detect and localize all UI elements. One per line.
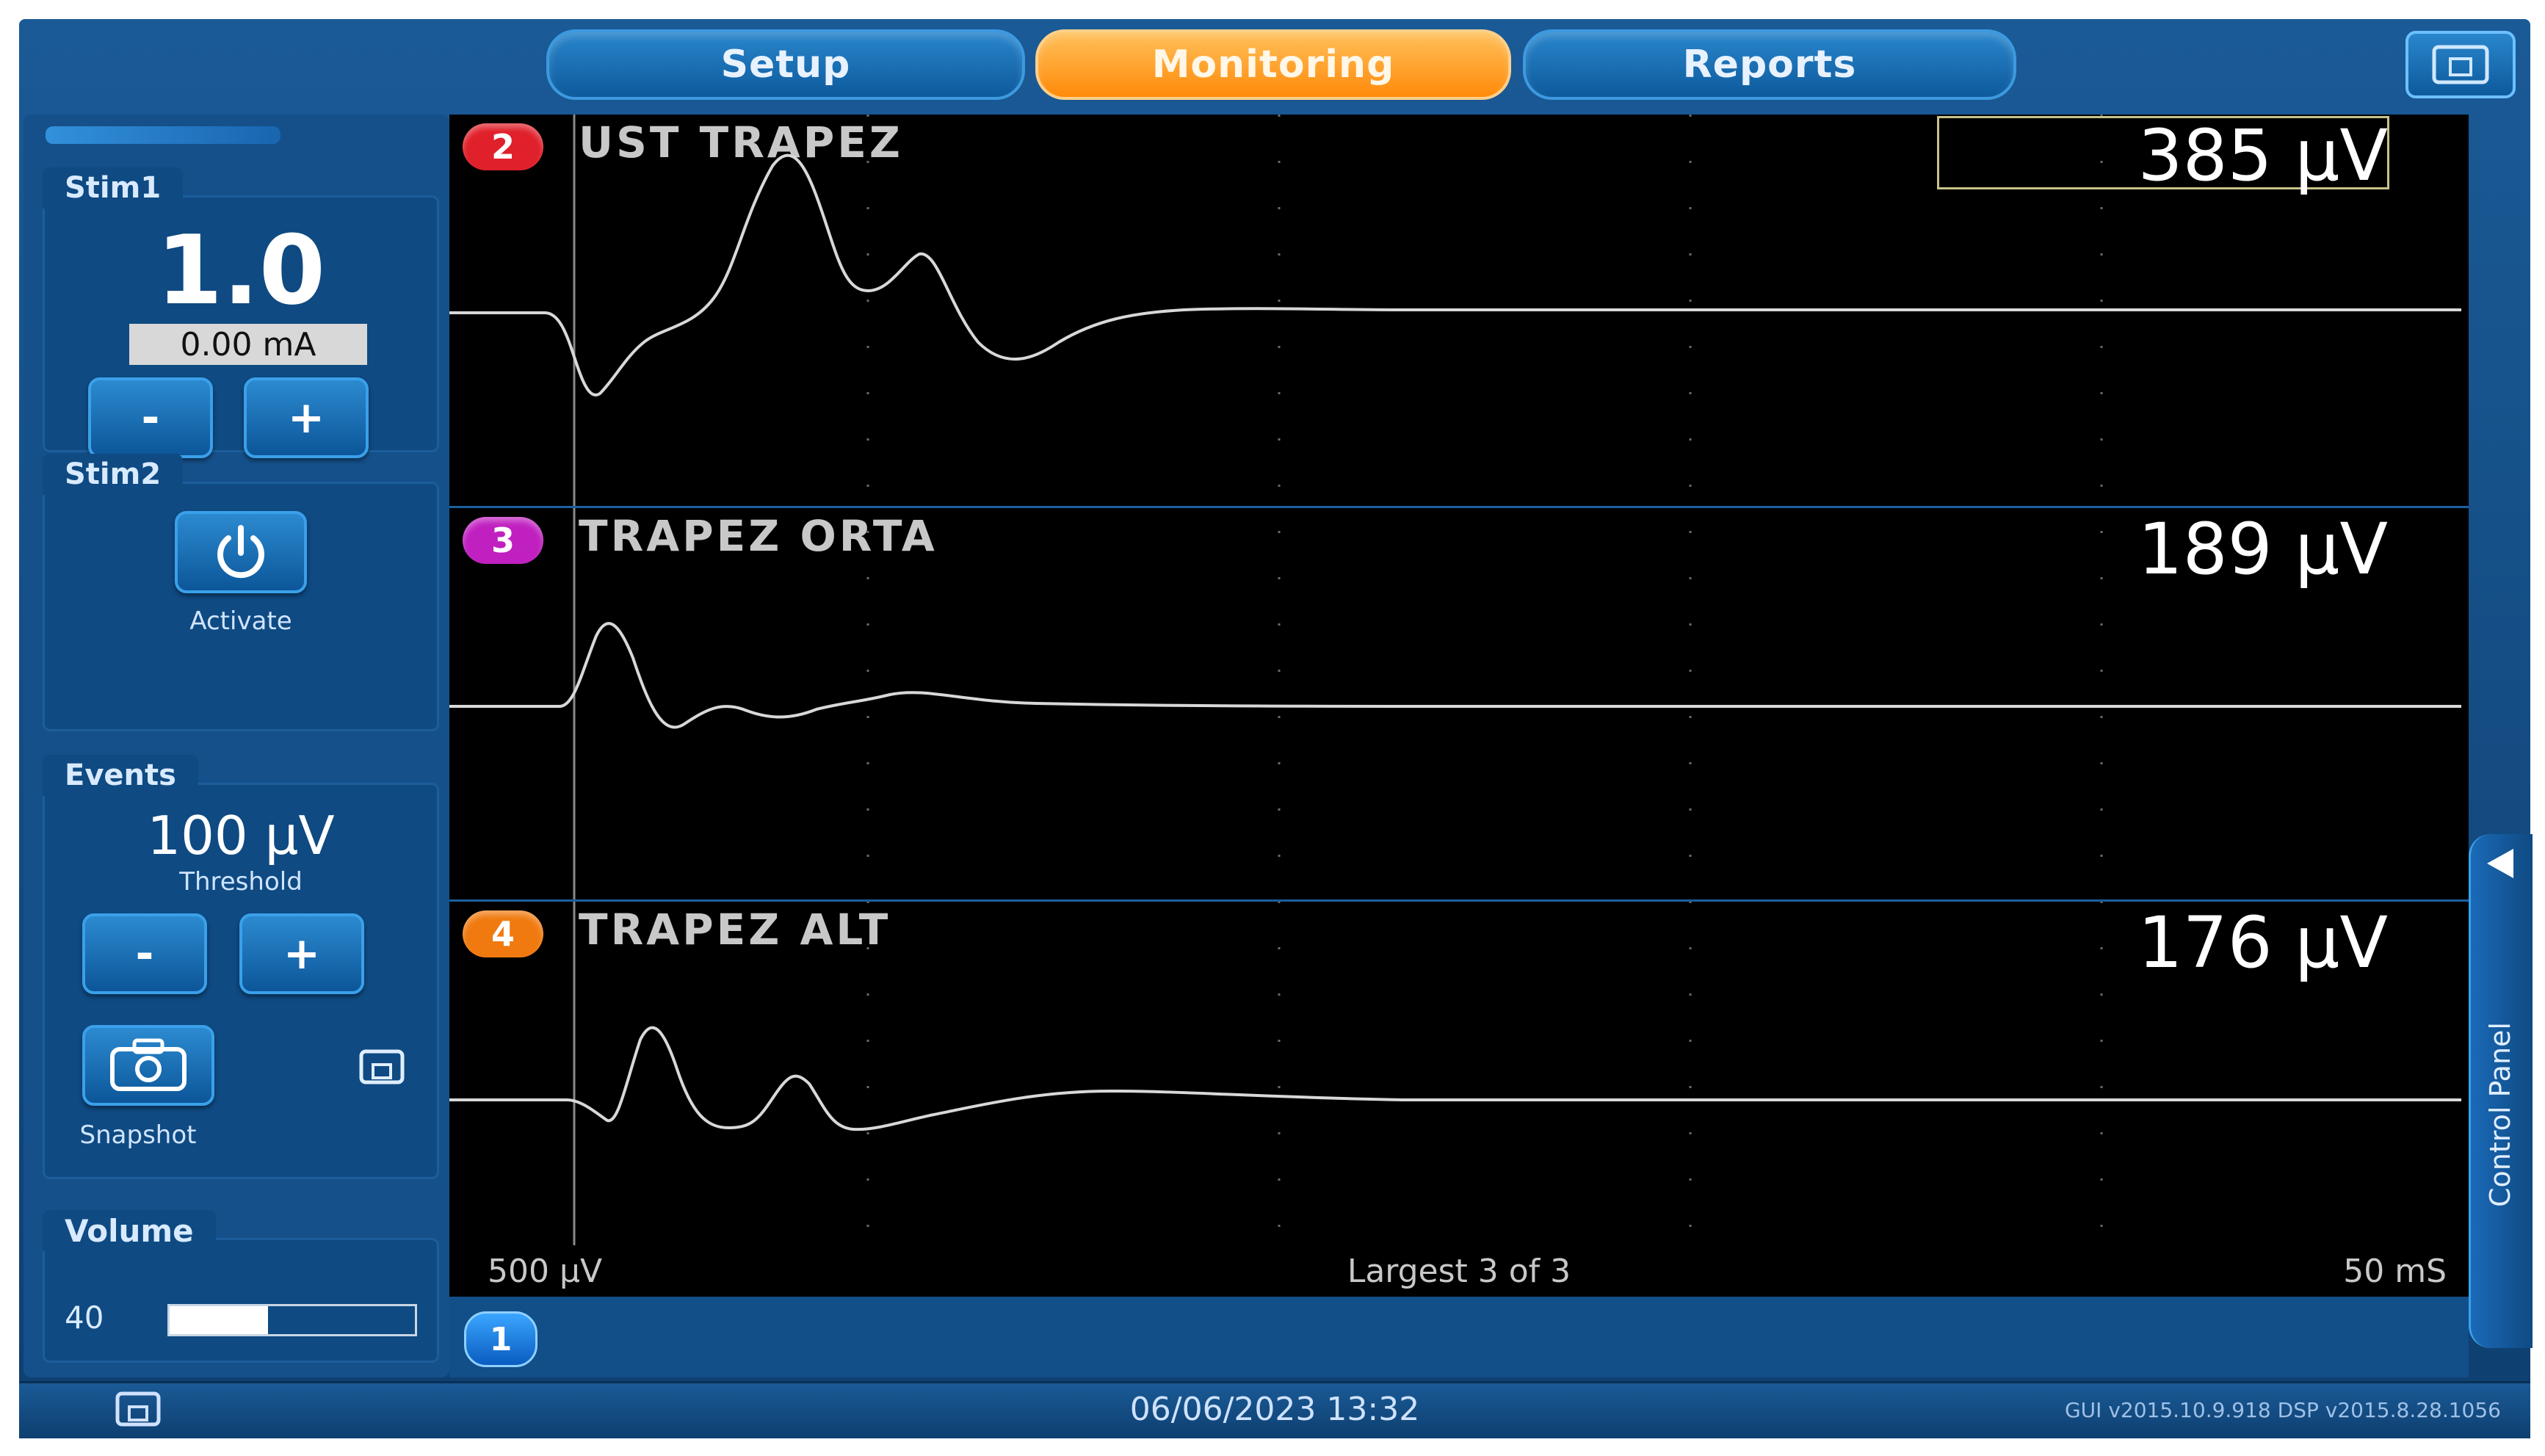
status-bar: 06/06/2023 13:32 GUI v2015.10.9.918 DSP … [19,1381,2530,1438]
volume-title: Volume [43,1210,216,1251]
activate-label: Activate [189,606,292,636]
tab-monitoring[interactable]: Monitoring [1035,29,1511,100]
channel-badge[interactable]: 2 [463,123,543,170]
display-summary: Largest 3 of 3 [1347,1253,1571,1290]
stim1-title: Stim1 [43,167,184,209]
channel-name: UST TRAPEZ [579,117,903,167]
stim1-group: Stim1 1.0 0.00 mA - + [43,167,439,458]
events-group: Events 100 µV Threshold - + Snapshot [43,755,439,1179]
scope-footer: 500 µV Largest 3 of 3 50 mS [449,1253,2469,1297]
channel-name: TRAPEZ ALT [579,905,891,955]
display-button[interactable] [2405,31,2516,98]
channel-amplitude: 189 µV [2137,508,2389,590]
volume-level [170,1306,268,1334]
stim2-activate-button[interactable] [175,511,307,593]
tab-setup[interactable]: Setup [546,29,1025,100]
stim2-title: Stim2 [43,454,184,495]
volume-group: Volume 40 [43,1210,439,1363]
snapshot-label: Snapshot [79,1120,197,1150]
control-panel-label: Control Panel [2484,1022,2516,1207]
selected-amplitude-box [1937,116,2389,189]
volume-slider[interactable] [167,1304,417,1336]
time-scale-label: 50 mS [2343,1253,2447,1290]
channel-divider [449,506,2469,508]
tab-reports[interactable]: Reports [1523,29,2016,100]
camera-icon [110,1038,187,1091]
status-versions: GUI v2015.10.9.918 DSP v2015.8.28.1056 [2064,1398,2501,1422]
stim1-current-display: 0.00 mA [129,324,367,365]
channel-row-4[interactable]: 4 TRAPEZ ALT 176 µV [449,902,2469,1295]
vertical-scale-label: 500 µV [488,1253,603,1290]
channel-1-badge[interactable]: 1 [464,1311,537,1367]
snapshot-button[interactable] [82,1025,214,1106]
panel-header-strip [46,126,280,144]
channel-row-3[interactable]: 3 TRAPEZ ORTA 189 µV [449,508,2469,902]
stim1-value: 1.0 [156,214,326,326]
channel-badge[interactable]: 4 [463,910,543,957]
channel-amplitude: 176 µV [2137,902,2389,984]
waveform-trace-channel-2 [449,153,2461,396]
threshold-label: Threshold [179,867,303,897]
channel-name: TRAPEZ ORTA [579,511,938,561]
top-tab-bar: Setup Monitoring Reports [19,19,2530,107]
waveform-trace-channel-4 [449,1026,2461,1131]
expand-arrow-icon [2487,849,2513,878]
channel-divider [449,899,2469,902]
volume-value: 40 [65,1300,104,1336]
channel-badge[interactable]: 3 [463,517,543,564]
scope-grid [573,115,2103,1245]
power-icon [217,525,264,579]
control-panel-tab[interactable]: Control Panel [2469,834,2533,1348]
app-window: Setup Monitoring Reports Stim1 1.0 0.00 … [19,19,2533,1438]
stim1-increase-button[interactable]: + [244,377,369,458]
save-icon[interactable] [358,1048,405,1085]
channel-amplitude: 385 µV [2137,115,2389,197]
left-control-panel: Stim1 1.0 0.00 mA - + Stim2 Activate Eve… [23,115,449,1377]
threshold-decrease-button[interactable]: - [82,913,207,994]
channel-row-2[interactable]: 2 UST TRAPEZ 385 µV [449,115,2469,508]
stim2-group: Stim2 Activate [43,454,439,731]
threshold-increase-button[interactable]: + [239,913,364,994]
threshold-value: 100 µV [147,805,335,866]
waveform-traces [449,153,2461,1131]
display-icon [2432,45,2489,84]
save-icon[interactable] [115,1391,162,1427]
waveform-display: 2 UST TRAPEZ 385 µV 3 TRAPEZ ORTA 189 µV… [449,115,2469,1297]
waveform-trace-channel-3 [449,622,2461,729]
status-datetime: 06/06/2023 13:32 [1129,1391,1420,1428]
stim1-decrease-button[interactable]: - [88,377,213,458]
events-title: Events [43,755,198,796]
channel-1-strip: 1 [449,1297,2469,1377]
